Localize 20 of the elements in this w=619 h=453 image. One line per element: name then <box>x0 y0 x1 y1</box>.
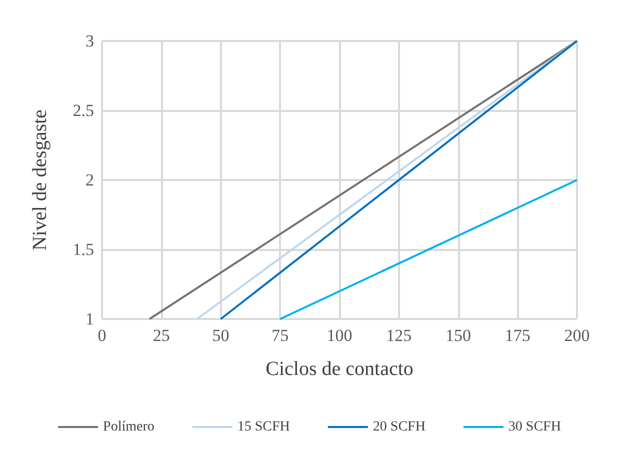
y-tick-label: 1.5 <box>72 240 94 259</box>
legend-label: Polímero <box>103 420 154 434</box>
y-tick-label: 3 <box>86 32 94 50</box>
x-tick-label: 100 <box>326 326 352 345</box>
x-tick-label: 150 <box>446 326 471 345</box>
x-tick-label: 125 <box>386 326 412 345</box>
x-tick-label: 175 <box>504 326 530 345</box>
x-tick-label: 25 <box>152 326 170 345</box>
y-tick-label: 2.5 <box>72 101 94 120</box>
x-tick-label: 75 <box>272 326 289 345</box>
y-tick-label: 1 <box>86 310 94 328</box>
y-axis-title: Nivel de desgaste <box>29 109 51 251</box>
x-axis-title: Ciclos de contacto <box>266 358 414 380</box>
y-tick-label: 2 <box>86 170 94 190</box>
x-tick-label: 50 <box>212 326 230 345</box>
legend-label: 20 SCFH <box>372 420 426 434</box>
x-tick-label: 200 <box>564 326 590 345</box>
x-tick-label: 0 <box>98 326 106 345</box>
legend-label: 30 SCFH <box>508 420 561 434</box>
legend-label: 15 SCFH <box>237 420 290 434</box>
